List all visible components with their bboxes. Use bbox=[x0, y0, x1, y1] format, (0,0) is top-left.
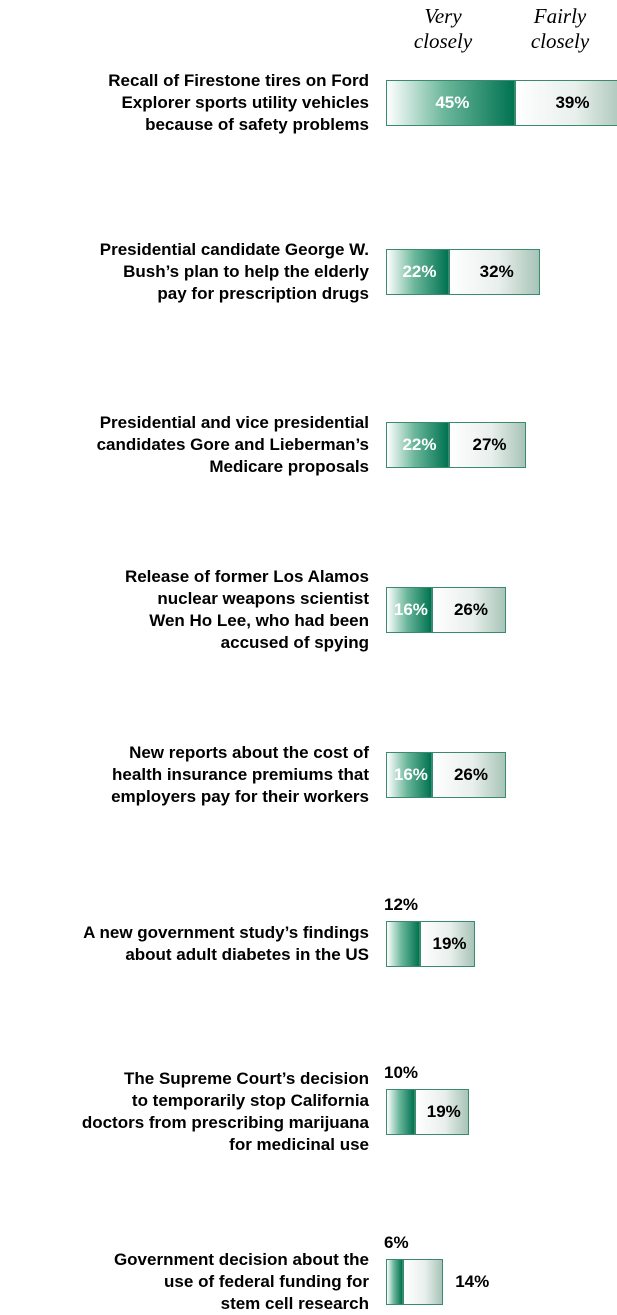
category-label-line: Release of former Los Alamos bbox=[124, 567, 369, 586]
category-label-line: use of federal funding for bbox=[164, 1272, 369, 1291]
legend-very-closely: Very closely bbox=[388, 4, 498, 54]
bar-very-closely bbox=[386, 1089, 415, 1135]
bar-very-closely bbox=[386, 422, 449, 468]
legend-fairly-line-2: closely bbox=[530, 29, 590, 53]
category-label-line: New reports about the cost of bbox=[129, 743, 369, 762]
value-label-fairly-closely: 39% bbox=[555, 93, 590, 112]
value-label-very-closely: 45% bbox=[435, 93, 470, 112]
category-label: New reports about the cost of health insu… bbox=[0, 742, 369, 808]
category-label-line: candidates Gore and Lieberman’s bbox=[96, 435, 369, 454]
category-label-line: nuclear weapons scientist bbox=[157, 589, 369, 608]
bar-very-closely bbox=[386, 1259, 404, 1305]
category-label-line: health insurance premiums that bbox=[112, 765, 369, 784]
legend-very-line-1: Very bbox=[424, 4, 462, 28]
value-label-very-closely: 16% bbox=[393, 600, 428, 619]
bar-fairly-closely bbox=[431, 587, 507, 633]
value-label-fairly-closely: 32% bbox=[479, 262, 514, 281]
category-label-line: Recall of Firestone tires on Ford bbox=[108, 71, 369, 90]
category-label-line: The Supreme Court’s decision bbox=[124, 1069, 369, 1088]
category-label-line: pay for prescription drugs bbox=[157, 284, 369, 303]
value-label-very-closely: 10% bbox=[384, 1063, 419, 1082]
category-label-line: because of safety problems bbox=[145, 115, 369, 134]
value-label-very-closely: 22% bbox=[402, 262, 437, 281]
bar-fairly-closely bbox=[448, 422, 527, 468]
bar-fairly-closely bbox=[431, 752, 507, 798]
bar-fairly-closely bbox=[414, 1089, 469, 1135]
category-label: The Supreme Court’s decision to temporari… bbox=[0, 1068, 369, 1156]
bar-fairly-closely bbox=[514, 80, 617, 126]
category-label-line: employers pay for their workers bbox=[111, 787, 369, 806]
value-label-fairly-closely: 14% bbox=[455, 1272, 490, 1291]
value-label-very-closely: 22% bbox=[402, 435, 437, 454]
value-label-fairly-closely: 26% bbox=[453, 600, 488, 619]
bar-very-closely bbox=[386, 80, 515, 126]
legend-very-line-2: closely bbox=[413, 29, 473, 53]
value-label-very-closely: 12% bbox=[384, 895, 419, 914]
value-label-fairly-closely: 27% bbox=[472, 435, 507, 454]
bar-very-closely bbox=[386, 921, 421, 967]
category-label: Presidential candidate George W. Bush’s p… bbox=[0, 239, 369, 305]
bar-very-closely bbox=[386, 752, 432, 798]
category-label-line: stem cell research bbox=[220, 1294, 369, 1313]
value-label-very-closely: 16% bbox=[393, 765, 428, 784]
bar-fairly-closely bbox=[420, 921, 475, 967]
category-label: Presidential and vice presidential candid… bbox=[0, 412, 369, 478]
category-label-line: Presidential and vice presidential bbox=[99, 413, 369, 432]
category-label-line: Presidential candidate George W. bbox=[99, 240, 369, 259]
category-label-line: Bush’s plan to help the elderly bbox=[123, 262, 369, 281]
category-label-line: A new government study’s findings bbox=[83, 923, 369, 942]
category-label-line: accused of spying bbox=[220, 633, 369, 652]
bar-fairly-closely bbox=[403, 1259, 444, 1305]
value-label-fairly-closely: 19% bbox=[432, 934, 467, 953]
category-label: Release of former Los Alamos nuclear weap… bbox=[0, 566, 369, 654]
category-label-line: to temporarily stop California bbox=[131, 1091, 369, 1110]
category-label: Recall of Firestone tires on Ford Explore… bbox=[0, 70, 369, 136]
category-label-line: Medicare proposals bbox=[209, 457, 369, 476]
category-label-line: for medicinal use bbox=[229, 1135, 369, 1154]
category-label: A new government study’s findings about a… bbox=[0, 922, 369, 966]
bar-very-closely bbox=[386, 587, 432, 633]
bar-very-closely bbox=[386, 249, 449, 295]
category-label-line: Wen Ho Lee, who had been bbox=[149, 611, 369, 630]
legend-fairly-closely: Fairly closely bbox=[505, 4, 615, 54]
value-label-fairly-closely: 26% bbox=[453, 765, 488, 784]
legend-fairly-line-1: Fairly bbox=[533, 4, 587, 28]
category-label-line: doctors from prescribing marijuana bbox=[81, 1113, 369, 1132]
category-label-line: Government decision about the bbox=[113, 1250, 369, 1269]
category-label-line: about adult diabetes in the US bbox=[125, 945, 369, 964]
value-label-very-closely: 6% bbox=[384, 1233, 409, 1252]
bar-fairly-closely bbox=[448, 249, 541, 295]
category-label: Government decision about the use of fede… bbox=[0, 1249, 369, 1315]
value-label-fairly-closely: 19% bbox=[426, 1102, 461, 1121]
category-label-line: Explorer sports utility vehicles bbox=[121, 93, 369, 112]
